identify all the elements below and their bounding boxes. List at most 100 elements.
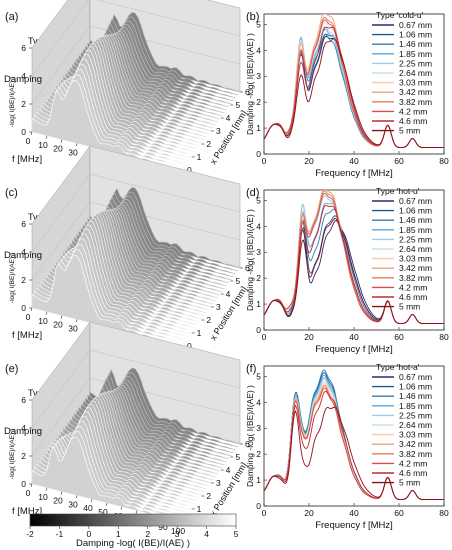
plot-frame (263, 13, 445, 155)
x-tick-label: 4 (226, 289, 231, 299)
legend-label: 1.85 mm (399, 225, 432, 235)
legend-title: Type 'hot-a' (376, 362, 420, 372)
legend-label: 3.42 mm (399, 263, 432, 273)
y-tick-label: 2 (256, 97, 261, 107)
legend-label: 1.85 mm (399, 49, 432, 59)
legend-label: 3.03 mm (399, 78, 432, 88)
z-axis-sublabel: -log( I(BE)/I(AE) ) (9, 77, 16, 127)
y-tick-label: 5 (256, 371, 261, 381)
wall-gridline (96, 0, 241, 37)
surface-crest (89, 187, 241, 269)
surface-crest (85, 376, 236, 451)
wall-gridline (31, 349, 91, 429)
surface-panel-0: (a)Type 'cold-u'0102030405060708090100f … (4, 0, 250, 184)
f-tick (75, 319, 78, 323)
legend-label: 0.67 mm (399, 20, 432, 30)
wall-gridline (207, 0, 241, 9)
y-tick-label: 0 (256, 325, 261, 335)
f-tick-label: 30 (68, 147, 78, 157)
surface-crest (31, 254, 183, 347)
panel-label: (c) (5, 187, 18, 199)
legend-label: 3.82 mm (399, 273, 432, 283)
x-tick-label: 6 (245, 263, 250, 273)
z-tick-label: 0 (21, 479, 26, 489)
y-tick-label: 4 (256, 45, 261, 55)
f-tick (60, 491, 63, 495)
legend-label: 3.03 mm (399, 430, 432, 440)
y-tick-label: 5 (256, 19, 261, 29)
surface-crest (34, 431, 185, 520)
f-tick-label: 50 (98, 507, 108, 517)
surface-panel-1: (c)Type 'hot-u'0102030405060708090100f [… (4, 145, 250, 360)
surface-crest (83, 23, 234, 102)
surface-crest (38, 420, 189, 514)
f-tick-label: 10 (38, 140, 48, 150)
f-tick (120, 506, 123, 510)
legend-label: 4.6 mm (399, 468, 427, 478)
surface-crest (89, 367, 241, 445)
x-tick-label: 0 (262, 508, 267, 518)
legend-label: 5 mm (399, 478, 420, 488)
y-axis-label: Damping -log( I(BE)/I(AE) ) (245, 209, 255, 311)
legend-label: 4.6 mm (399, 292, 427, 302)
y-tick-label: 3 (256, 423, 261, 433)
f-tick (30, 131, 33, 136)
surface-crest (31, 79, 183, 171)
legend-label: 2.64 mm (399, 244, 432, 254)
legend-label: 4.2 mm (399, 106, 427, 116)
y-tick-label: 3 (256, 247, 261, 257)
wall-gridline (31, 377, 91, 457)
colorbar: -2 -1 0 1 2 3 4 5 Damping -log( I(BE)/I(AE) ) (26, 513, 239, 549)
f-tick (60, 315, 63, 319)
f-tick-label: 10 (38, 492, 48, 502)
f-axis-label: f [MHz] (12, 154, 42, 165)
legend-label: 2.64 mm (399, 68, 432, 78)
x-tick-label: 40 (349, 156, 359, 166)
x-tick-label: 3 (216, 302, 221, 312)
surface-crest (89, 12, 241, 93)
surface-crest (47, 46, 198, 150)
z-axis-label: Damping (4, 250, 42, 261)
z-axis-sublabel: -log( I(BE)/I(AE) ) (9, 429, 16, 479)
legend-label: 2.25 mm (399, 410, 432, 420)
surface-crest (36, 425, 187, 517)
series-group (264, 14, 444, 148)
surface-crest (80, 26, 232, 105)
z-axis-label: Damping (4, 426, 42, 437)
colorbar-tick-label: 0 (86, 529, 91, 539)
f-tick (75, 143, 78, 147)
f-tick-label: 20 (53, 144, 63, 154)
legend-label: 3.03 mm (399, 254, 432, 264)
z-tick-label: 4 (21, 247, 26, 257)
x-tick-label: 6 (245, 439, 250, 449)
f-tick-label: 10 (38, 316, 48, 326)
legend-label: 4.2 mm (399, 458, 427, 468)
f-axis-label: f [MHz] (12, 330, 42, 341)
surface-crest (85, 20, 236, 99)
f-tick-label: 0 (26, 488, 31, 498)
x-tick-label: 4 (226, 465, 231, 475)
wall-gridline (31, 321, 91, 401)
f-tick (60, 139, 63, 143)
y-tick-label: 4 (256, 221, 261, 231)
legend-label: 1.06 mm (399, 30, 432, 40)
f-tick-label: 20 (53, 320, 63, 330)
x-tick-label: 60 (394, 508, 404, 518)
z-tick-label: 2 (21, 451, 26, 461)
z-tick-label: 2 (21, 275, 26, 285)
x-tick-label: 80 (439, 332, 449, 342)
legend-label: 1.46 mm (399, 391, 432, 401)
panel-label: (b) (246, 11, 259, 23)
colorbar-gradient (29, 513, 237, 527)
legend-label: 0.67 mm (399, 372, 432, 382)
legend-label: 1.46 mm (399, 215, 432, 225)
wall-gridline (31, 201, 91, 281)
y-tick-label: 2 (256, 273, 261, 283)
series-line-11 (264, 217, 444, 324)
x-tick-label: 40 (349, 508, 359, 518)
f-tick (135, 510, 138, 514)
legend-label: 3.42 mm (399, 87, 432, 97)
surface-crest (87, 372, 238, 448)
legend-label: 4.6 mm (399, 116, 427, 126)
x-tick-label: 3 (216, 126, 221, 136)
